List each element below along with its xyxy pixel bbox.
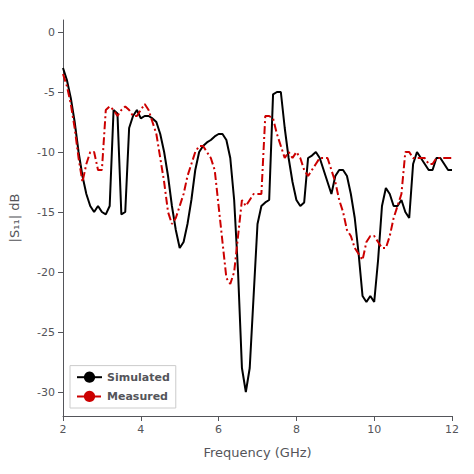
svg-text:4: 4 xyxy=(137,423,144,436)
svg-text:10: 10 xyxy=(367,423,381,436)
svg-text:-5: -5 xyxy=(44,86,55,99)
svg-text:8: 8 xyxy=(293,423,300,436)
svg-text:12: 12 xyxy=(445,423,459,436)
svg-text:Frequency (GHz): Frequency (GHz) xyxy=(203,445,311,460)
svg-text:-10: -10 xyxy=(37,146,55,159)
svg-text:-25: -25 xyxy=(37,326,55,339)
svg-text:Simulated: Simulated xyxy=(107,371,170,384)
svg-text:|S₁₁| dB: |S₁₁| dB xyxy=(7,194,22,243)
svg-text:-20: -20 xyxy=(37,266,55,279)
svg-text:-15: -15 xyxy=(37,206,55,219)
svg-text:-30: -30 xyxy=(37,386,55,399)
svg-text:6: 6 xyxy=(215,423,222,436)
svg-text:2: 2 xyxy=(60,423,67,436)
svg-text:Measured: Measured xyxy=(107,390,168,403)
svg-text:0: 0 xyxy=(48,26,55,39)
